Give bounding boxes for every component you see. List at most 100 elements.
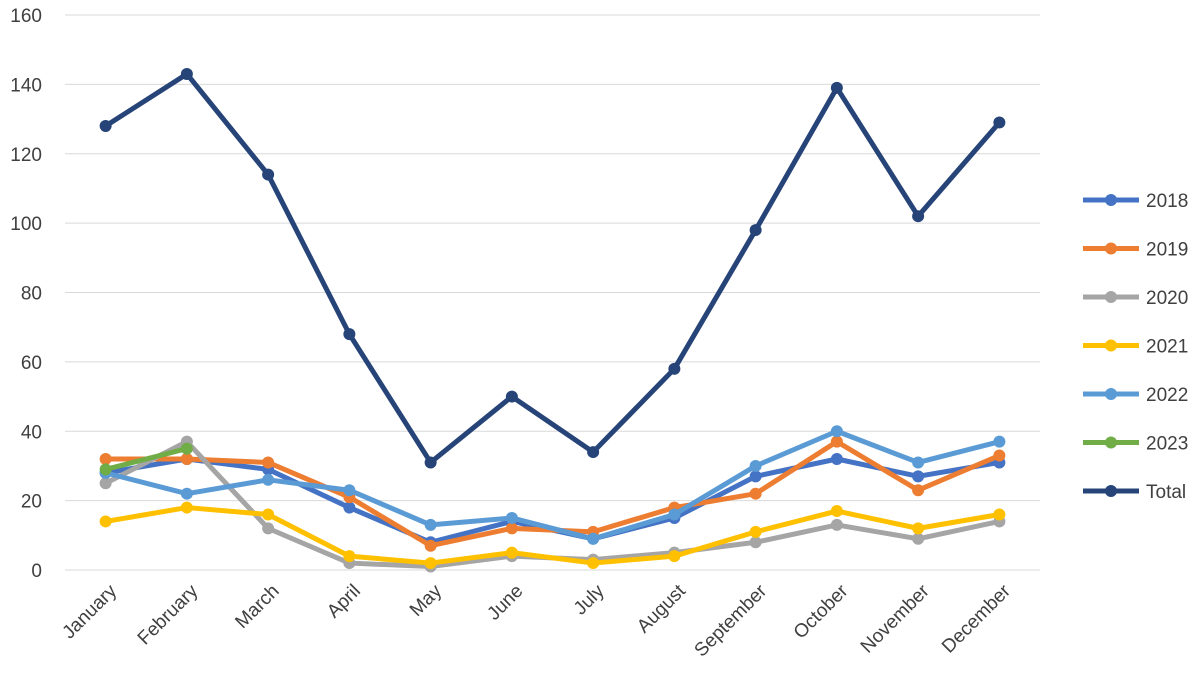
data-point-2021 <box>830 505 843 518</box>
x-tick-label: August <box>633 580 690 637</box>
x-tick-label: November <box>857 580 934 657</box>
x-tick-label: February <box>134 580 203 649</box>
data-point-2021 <box>993 508 1006 521</box>
legend-label: Total <box>1146 482 1186 503</box>
data-point-Total <box>180 67 193 80</box>
data-point-2019 <box>505 522 518 535</box>
data-point-2019 <box>912 484 925 497</box>
data-point-2020 <box>99 477 112 490</box>
y-tick-label: 100 <box>10 214 42 235</box>
legend-item-2022: 2022 <box>1083 385 1188 406</box>
data-point-Total <box>262 168 275 181</box>
data-point-2022 <box>668 508 681 521</box>
y-tick-label: 120 <box>10 145 42 166</box>
data-point-2019 <box>99 453 112 465</box>
x-tick-label: May <box>406 580 447 621</box>
series-2023 <box>99 442 193 476</box>
y-axis-ticks: 0 20 40 60 80 100 120 140 160 <box>10 6 42 582</box>
y-tick-label: 160 <box>10 6 42 27</box>
data-point-2019 <box>424 539 437 552</box>
gridlines <box>65 14 1040 571</box>
legend-item-2021: 2021 <box>1083 337 1188 358</box>
data-point-2020 <box>262 522 275 535</box>
data-point-2022 <box>505 511 518 524</box>
data-point-2022 <box>993 435 1006 448</box>
x-tick-label: December <box>938 580 1015 657</box>
x-tick-label: June <box>483 581 527 625</box>
data-point-2018 <box>343 501 356 514</box>
legend-item-2019: 2019 <box>1083 240 1188 261</box>
series-line-2022 <box>103 428 1002 542</box>
data-point-Total <box>749 224 762 237</box>
x-tick-label: March <box>231 581 283 633</box>
data-point-2020 <box>912 532 925 545</box>
data-point-Total <box>587 446 600 459</box>
data-point-2022 <box>343 484 356 497</box>
legend-swatch-marker <box>1105 339 1117 352</box>
data-point-2022 <box>830 425 843 438</box>
data-point-2023 <box>99 463 112 476</box>
legend-item-2023: 2023 <box>1083 434 1188 455</box>
data-point-2018 <box>830 453 843 465</box>
x-axis-ticks: January February March April May June July Augu… <box>59 580 1016 661</box>
data-point-Total <box>505 390 518 403</box>
data-point-2019 <box>262 456 275 469</box>
data-point-2020 <box>830 518 843 531</box>
x-tick-label: October <box>790 580 853 643</box>
series-2020 <box>99 435 1006 573</box>
legend-swatch-marker <box>1105 485 1117 497</box>
data-point-Total <box>912 210 925 223</box>
data-point-Total <box>424 456 437 469</box>
data-point-2019 <box>749 487 762 500</box>
data-point-2021 <box>424 557 437 570</box>
legend-label: 2023 <box>1146 434 1188 455</box>
data-point-2021 <box>180 501 193 514</box>
series-2022 <box>99 425 1006 545</box>
x-tick-label: April <box>323 581 365 623</box>
data-point-Total <box>99 120 112 132</box>
y-tick-label: 80 <box>21 284 42 305</box>
data-point-2021 <box>587 557 600 570</box>
data-point-2021 <box>505 546 518 559</box>
data-point-2019 <box>180 453 193 465</box>
x-tick-label: January <box>59 580 122 643</box>
legend-swatch-marker <box>1105 388 1117 400</box>
series-line-2023 <box>103 446 190 472</box>
legend-item-2018: 2018 <box>1083 191 1188 212</box>
data-point-2021 <box>912 522 925 535</box>
y-tick-label: 0 <box>31 561 42 582</box>
data-point-Total <box>343 328 356 341</box>
data-point-2022 <box>912 456 925 469</box>
data-point-2021 <box>668 550 681 563</box>
legend-label: 2020 <box>1146 288 1188 309</box>
data-point-2022 <box>262 473 275 486</box>
data-point-2022 <box>180 487 193 500</box>
series-line-2021 <box>103 505 1002 566</box>
data-point-2019 <box>830 435 843 448</box>
x-tick-label: September <box>691 580 772 661</box>
series-2021 <box>99 501 1006 570</box>
data-point-2018 <box>749 470 762 483</box>
y-tick-label: 60 <box>21 353 42 374</box>
y-tick-label: 140 <box>10 75 42 96</box>
data-point-2021 <box>749 525 762 538</box>
data-point-2022 <box>749 459 762 472</box>
data-point-Total <box>668 362 681 375</box>
data-point-Total <box>830 81 843 94</box>
legend-swatch-marker <box>1105 242 1117 255</box>
legend: 2018 2019 2020 2021 2022 2023 Total <box>1083 191 1188 503</box>
legend-label: 2018 <box>1146 191 1188 212</box>
legend-item-2020: 2020 <box>1083 288 1188 309</box>
data-point-2019 <box>993 449 1006 462</box>
data-point-2021 <box>262 508 275 521</box>
series-Total <box>99 67 1006 469</box>
legend-swatch-marker <box>1105 436 1117 449</box>
y-tick-label: 40 <box>21 422 42 443</box>
x-tick-label: July <box>570 580 609 619</box>
legend-swatch-marker <box>1105 194 1117 206</box>
data-point-Total <box>993 116 1006 129</box>
data-point-2021 <box>99 515 112 528</box>
data-point-2023 <box>180 442 193 455</box>
